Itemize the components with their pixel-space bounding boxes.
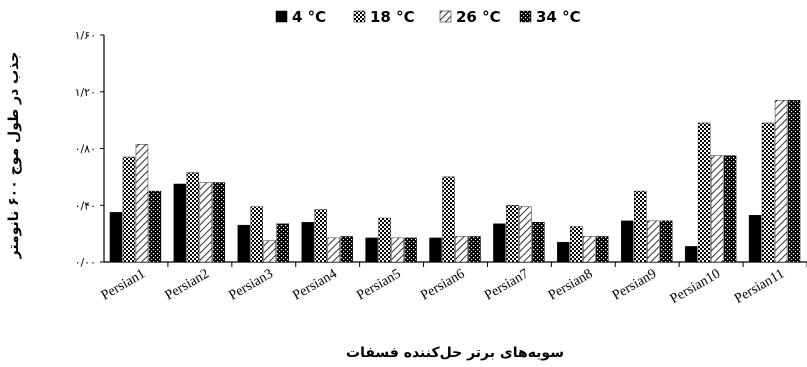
bar xyxy=(723,155,737,263)
bar xyxy=(660,220,673,263)
legend-label: 4 °C xyxy=(292,8,326,26)
x-tick-label: Persian3 xyxy=(227,266,276,303)
bar xyxy=(340,236,353,263)
x-tick-label: Persian4 xyxy=(290,266,339,303)
x-axis: Persian1 Persian2 Persian3 Persian4 Persian5… xyxy=(99,261,807,307)
bar xyxy=(122,156,136,263)
bar xyxy=(532,222,545,263)
x-tick-label: Persian8 xyxy=(546,266,595,303)
bar xyxy=(250,206,263,263)
bar xyxy=(429,237,442,263)
bar xyxy=(199,182,213,263)
bar xyxy=(596,236,609,263)
bar xyxy=(442,176,455,263)
x-tick-label: Persian2 xyxy=(163,266,212,303)
bar xyxy=(583,236,596,263)
bar xyxy=(212,182,226,263)
legend-label: 34 °C xyxy=(536,8,581,26)
bar xyxy=(365,237,378,263)
bar xyxy=(761,122,775,263)
bar xyxy=(710,155,724,263)
bar xyxy=(557,241,570,263)
bar xyxy=(519,206,532,263)
bar xyxy=(314,209,327,263)
bar xyxy=(276,223,289,263)
bar xyxy=(327,237,340,263)
bar xyxy=(748,214,762,263)
x-tick-label: Persian7 xyxy=(482,266,531,303)
y-tick-label: ۰/۴۰ xyxy=(75,199,96,212)
x-axis-title: سویه‌های برتر حل‌کننده فسفات xyxy=(346,345,564,361)
bar xyxy=(787,100,801,263)
x-tick-label: Persian6 xyxy=(418,266,467,303)
y-tick-label: ۱/۲۰ xyxy=(75,86,96,99)
y-tick-label: ۰/۰۰ xyxy=(75,256,96,269)
bar xyxy=(455,236,468,263)
bar xyxy=(301,222,314,263)
bar xyxy=(263,240,276,263)
bar xyxy=(506,205,519,263)
bar xyxy=(493,223,506,263)
bar xyxy=(570,226,583,263)
bar xyxy=(391,237,404,263)
y-axis: ۰/۰۰ ۰/۴۰ ۰/۸۰ ۱/۲۰ ۱/۶۰ xyxy=(75,29,105,269)
y-axis-title: جذب در طول موج ۶۰۰ نانومتر xyxy=(6,52,22,260)
bar xyxy=(697,122,711,263)
bar xyxy=(378,217,391,263)
legend-swatch xyxy=(519,10,532,23)
bar xyxy=(237,224,250,263)
bar xyxy=(684,246,698,263)
bar xyxy=(647,220,660,263)
legend: 4 °C 18 °C 26 °C 34 °C xyxy=(275,8,581,26)
bar xyxy=(774,100,788,263)
bar xyxy=(186,172,200,263)
y-tick-label: ۱/۶۰ xyxy=(75,29,96,42)
legend-swatch xyxy=(353,10,366,23)
x-tick-label: Persian10 xyxy=(668,266,723,307)
bar xyxy=(135,144,149,263)
x-tick-label: Persian1 xyxy=(99,266,148,303)
bar xyxy=(173,183,187,263)
legend-swatch xyxy=(275,10,288,23)
legend-label: 26 °C xyxy=(456,8,501,26)
bars xyxy=(109,100,801,263)
legend-label: 18 °C xyxy=(370,8,415,26)
x-tick-label: Persian5 xyxy=(354,266,403,303)
bar xyxy=(634,190,647,263)
bar xyxy=(109,212,123,263)
bar xyxy=(404,237,417,263)
y-tick-label: ۰/۸۰ xyxy=(75,143,96,156)
x-tick-label: Persian11 xyxy=(732,266,787,306)
x-tick-label: Persian9 xyxy=(610,266,659,303)
bar xyxy=(621,220,634,263)
bar xyxy=(148,190,162,263)
legend-swatch xyxy=(439,10,452,23)
bar xyxy=(468,236,481,263)
